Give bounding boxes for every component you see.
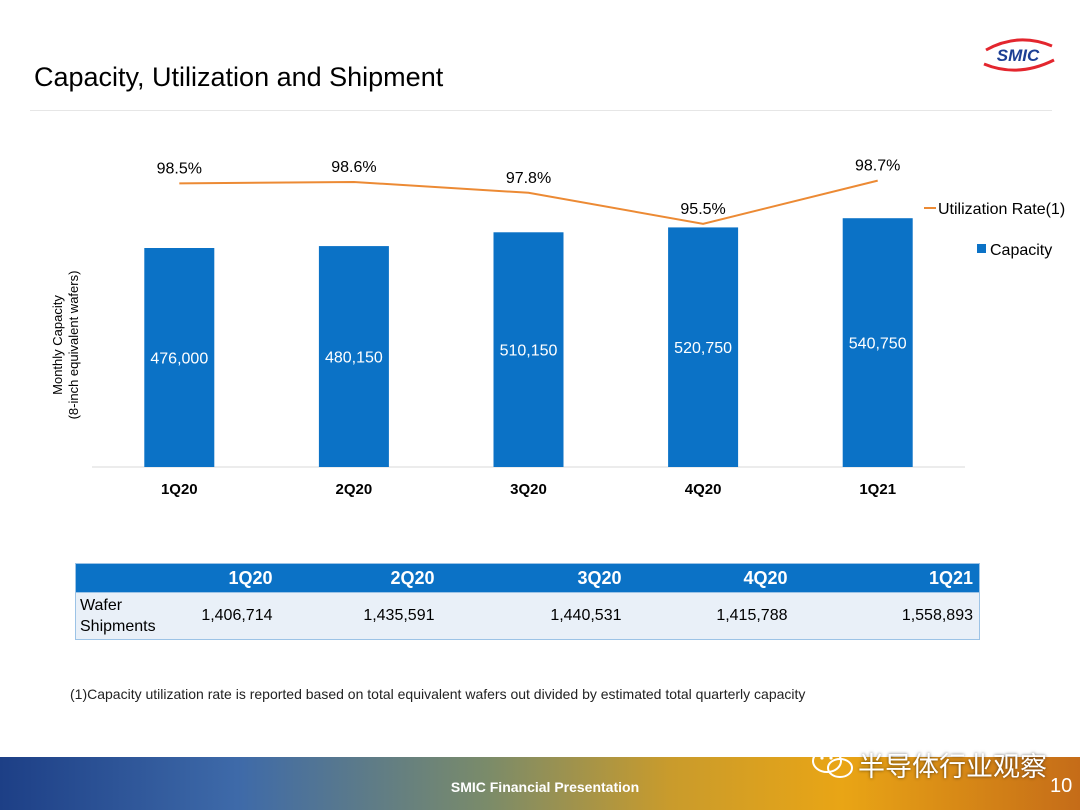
capacity-utilization-chart: Monthly Capacity(8-inch equivalent wafer… xyxy=(50,158,1065,498)
capacity-bar-label: 540,750 xyxy=(849,336,907,353)
utilization-label: 98.6% xyxy=(331,159,376,176)
table-header-cell: 4Q20 xyxy=(627,563,794,593)
utilization-line xyxy=(179,179,878,225)
table-header-cell xyxy=(75,563,169,593)
wafer-shipments-table: 1Q20 2Q20 3Q20 4Q20 1Q21 Wafer Shipments… xyxy=(75,563,980,640)
title-divider xyxy=(30,110,1052,111)
page-number: 10 xyxy=(1050,775,1073,797)
wechat-icon xyxy=(812,749,853,778)
x-tick-label: 3Q20 xyxy=(510,481,547,498)
footer-band xyxy=(0,757,1080,810)
watermark-text: 半导体行业观察 xyxy=(858,752,1047,782)
table-header-row: 1Q20 2Q20 3Q20 4Q20 1Q21 xyxy=(75,563,980,593)
table-cell: 1,435,591 xyxy=(278,592,441,640)
capacity-bar-label: 476,000 xyxy=(150,351,208,368)
legend-capacity-label: Capacity xyxy=(990,242,1052,259)
table-cell: 1,415,788 xyxy=(627,592,794,640)
table-cell: 1,406,714 xyxy=(168,592,279,640)
capacity-bar-label: 510,150 xyxy=(500,343,558,360)
table-cell: 1,558,893 xyxy=(793,592,980,640)
utilization-label: 97.8% xyxy=(506,170,551,187)
legend-capacity-swatch xyxy=(977,244,986,253)
table-row-label: Wafer Shipments xyxy=(75,592,169,640)
utilization-label: 98.5% xyxy=(157,160,202,177)
footnote: (1)Capacity utilization rate is reported… xyxy=(70,686,806,702)
x-tick-label: 1Q21 xyxy=(859,481,896,498)
table-row: Wafer Shipments 1,406,714 1,435,591 1,44… xyxy=(75,592,980,640)
table-header-cell: 1Q20 xyxy=(168,563,279,593)
utilization-label: 95.5% xyxy=(680,201,725,218)
table-header-cell: 3Q20 xyxy=(440,563,628,593)
capacity-bar-label: 480,150 xyxy=(325,350,383,367)
table-cell: 1,440,531 xyxy=(440,592,628,640)
x-tick-label: 4Q20 xyxy=(685,481,722,498)
svg-text:SMIC: SMIC xyxy=(997,46,1040,65)
capacity-bar xyxy=(493,232,564,467)
y-axis-title: Monthly Capacity(8-inch equivalent wafer… xyxy=(50,271,81,420)
utilization-label: 98.7% xyxy=(855,158,900,175)
y-axis-title-line: Monthly Capacity xyxy=(50,295,65,395)
smic-logo: SMIC xyxy=(983,38,1055,72)
legend-utilization-label: Utilization Rate(1) xyxy=(938,201,1065,218)
capacity-bar xyxy=(144,248,215,467)
x-tick-label: 2Q20 xyxy=(336,481,373,498)
x-tick-label: 1Q20 xyxy=(161,481,198,498)
capacity-bar xyxy=(318,246,389,467)
table-header-cell: 2Q20 xyxy=(278,563,441,593)
footer-title: SMIC Financial Presentation xyxy=(450,779,640,795)
slide-title: Capacity, Utilization and Shipment xyxy=(34,62,444,92)
table-header-cell: 1Q21 xyxy=(793,563,980,593)
y-axis-title-line: (8-inch equivalent wafers) xyxy=(66,271,81,420)
capacity-bar xyxy=(668,227,739,467)
capacity-bar xyxy=(842,218,913,467)
capacity-bar-label: 520,750 xyxy=(674,340,732,357)
